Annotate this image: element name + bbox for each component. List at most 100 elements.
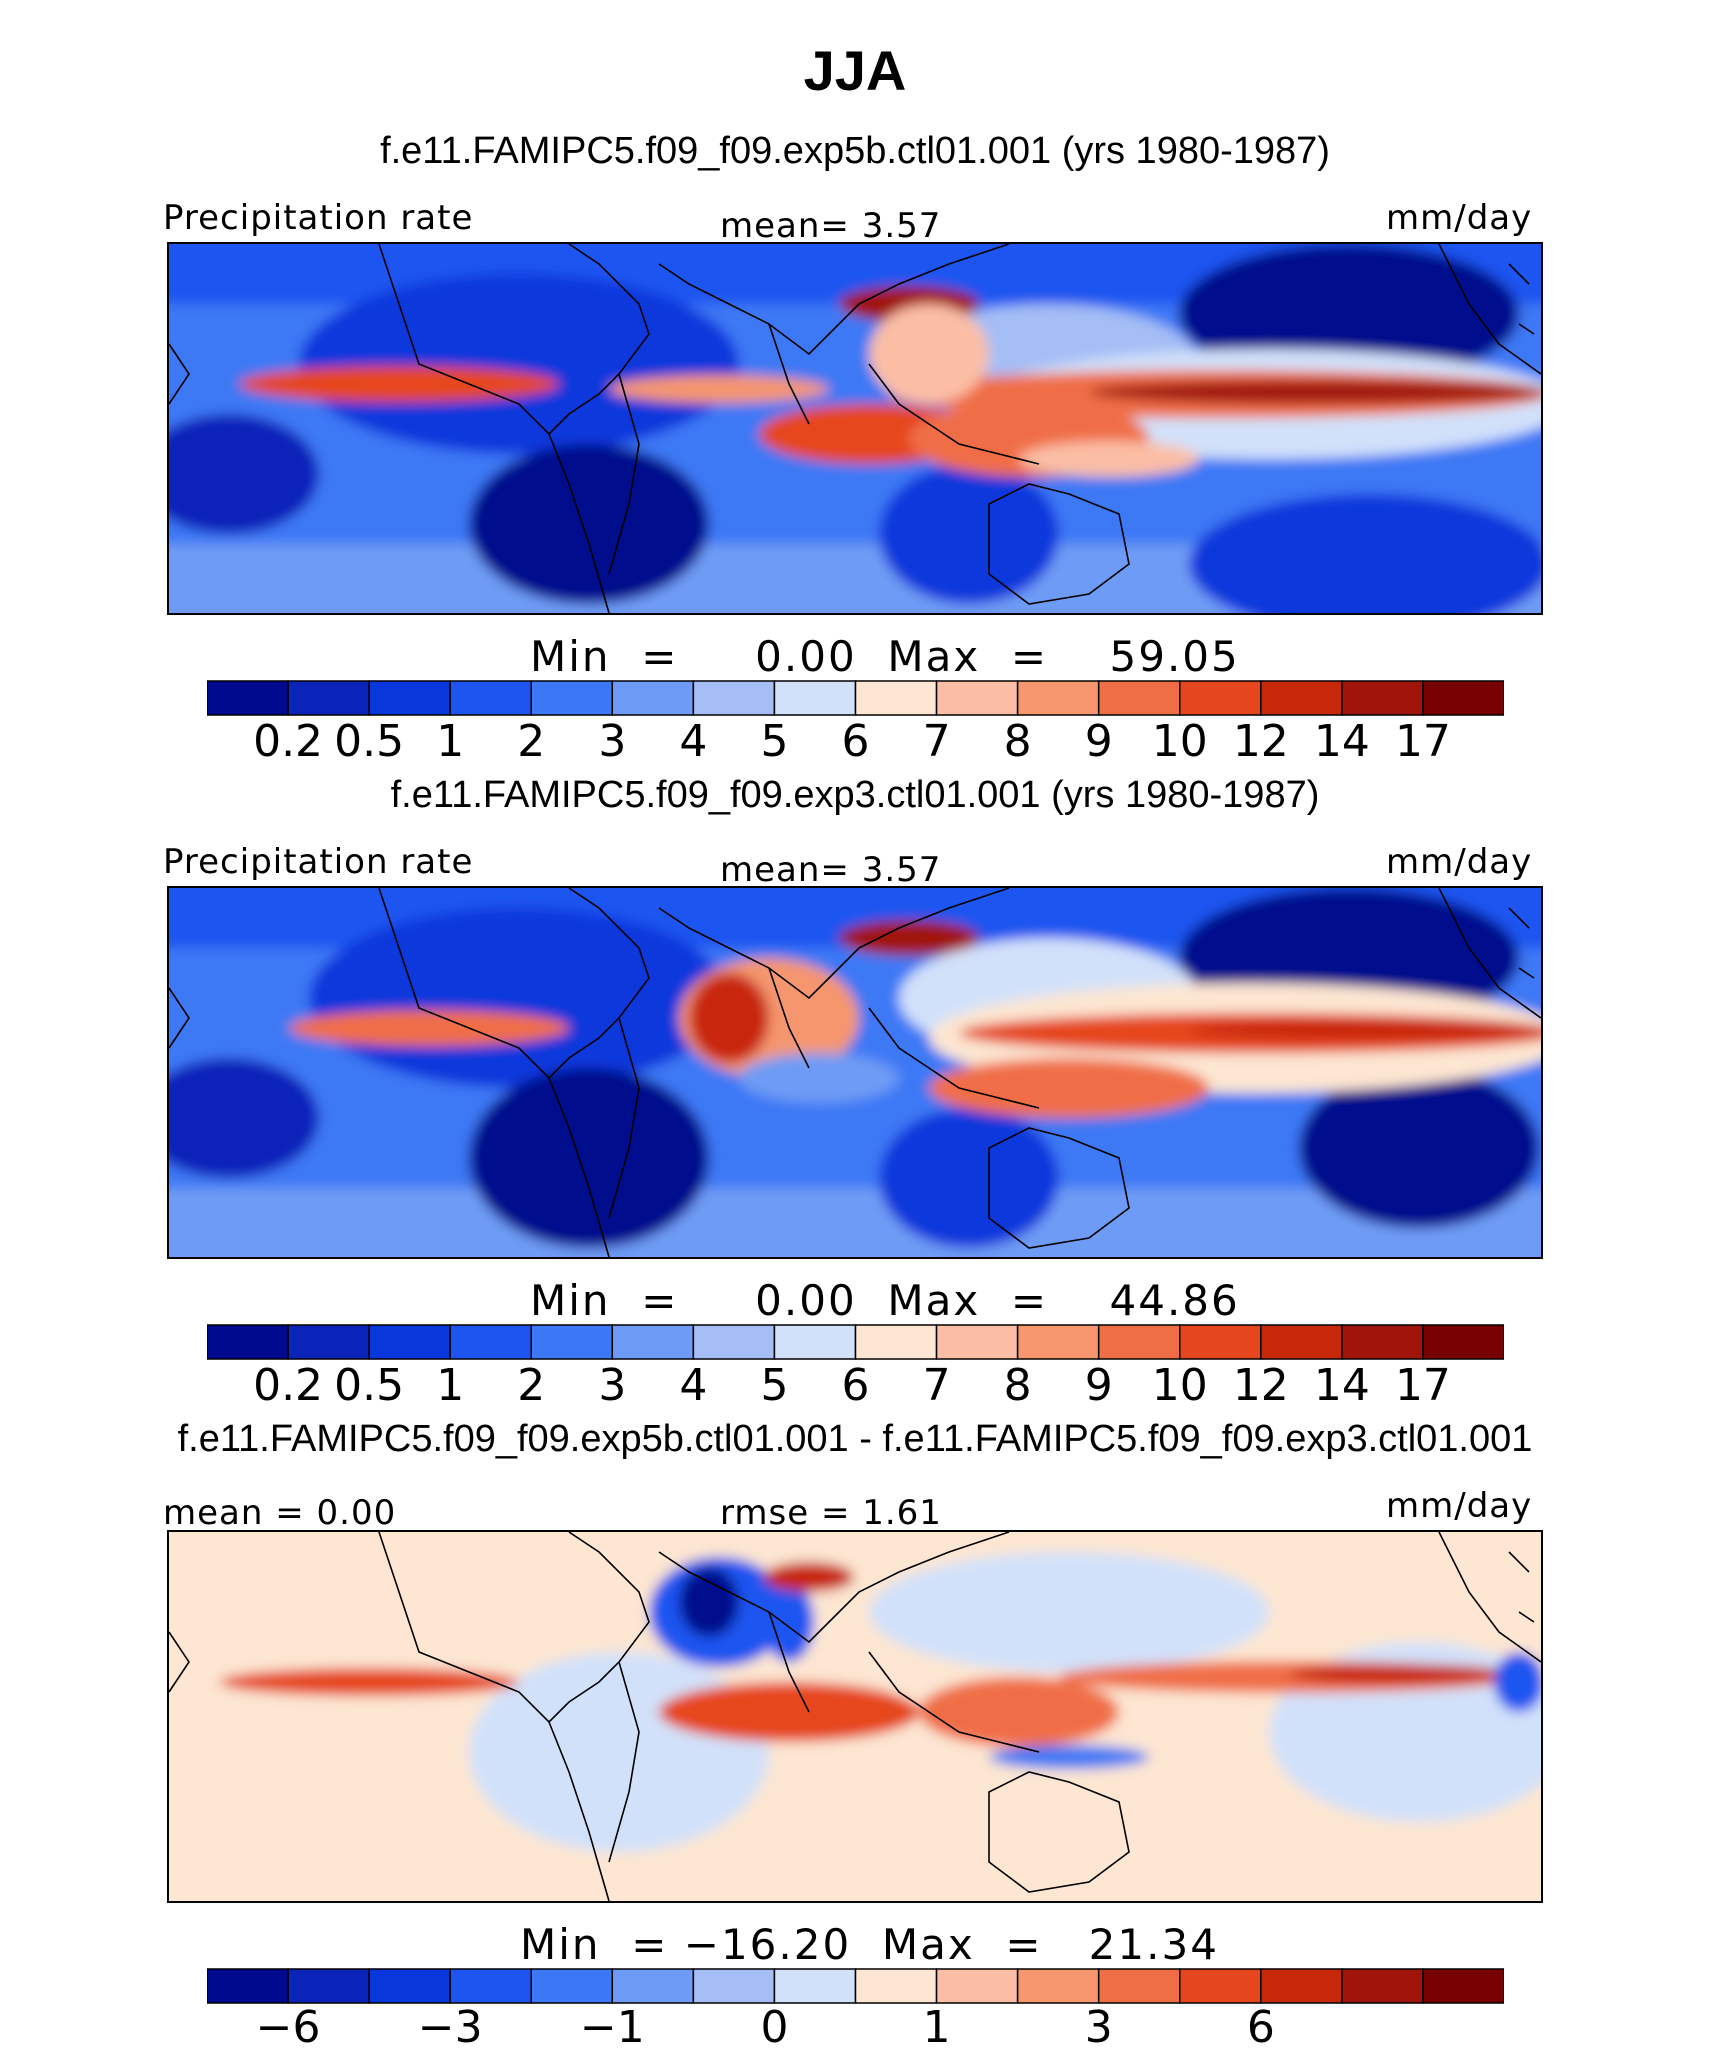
panel3-case-title: f.e11.FAMIPC5.f09_f09.exp5b.ctl01.001 - … xyxy=(177,1418,1533,1460)
panel2-colorbar-ticks: 0.2 0.5 1 2 3 4 5 6 7 8 9 10 12 14 17 xyxy=(207,1360,1504,1411)
colorbar-tick-label: −3 xyxy=(417,2002,483,2053)
panel2-coastlines xyxy=(169,888,1541,1257)
colorbar-tick-label: 0.2 xyxy=(253,1360,324,1411)
colorbar-swatch xyxy=(1341,1968,1424,2004)
colorbar-tick-label: 10 xyxy=(1151,1360,1208,1411)
colorbar-swatch xyxy=(1422,1324,1504,1360)
colorbar-swatch xyxy=(1016,1968,1100,2004)
panel2-case-title: f.e11.FAMIPC5.f09_f09.exp3.ctl01.001 (yr… xyxy=(390,774,1320,816)
colorbar-swatch xyxy=(1097,1968,1181,2004)
colorbar-tick-label: 3 xyxy=(598,1360,627,1411)
panel1-case-title: f.e11.FAMIPC5.f09_f09.exp5b.ctl01.001 (y… xyxy=(380,130,1330,172)
colorbar-swatch xyxy=(1179,1324,1262,1360)
colorbar-swatch xyxy=(692,680,776,716)
colorbar-swatch xyxy=(1260,1324,1343,1360)
colorbar-swatch xyxy=(1016,1324,1100,1360)
panel2-minmax: Min = 0.00 Max = 44.86 xyxy=(530,1276,1240,1325)
colorbar-swatch xyxy=(692,1968,776,2004)
colorbar-swatch xyxy=(773,1324,857,1360)
colorbar-swatch xyxy=(368,1324,451,1360)
colorbar-swatch xyxy=(1341,680,1424,716)
colorbar-swatch xyxy=(1260,1968,1343,2004)
panel1-map xyxy=(167,242,1543,615)
colorbar-swatch xyxy=(935,1968,1019,2004)
colorbar-tick-label: 2 xyxy=(517,716,546,767)
colorbar-tick-label: 0.5 xyxy=(334,716,405,767)
colorbar-swatch xyxy=(1341,1324,1424,1360)
colorbar-tick-label: 6 xyxy=(841,1360,870,1411)
colorbar-swatch xyxy=(449,680,532,716)
colorbar-tick-label: 12 xyxy=(1232,1360,1289,1411)
colorbar-swatch xyxy=(611,1324,695,1360)
colorbar-swatch xyxy=(368,680,451,716)
panel3-units-label: mm/day xyxy=(1386,1486,1533,1526)
colorbar-tick-label: 6 xyxy=(841,716,870,767)
panel1-colorbar xyxy=(207,680,1504,716)
colorbar-swatch xyxy=(207,1324,289,1360)
colorbar-swatch xyxy=(1422,680,1504,716)
panel3-minmax: Min = −16.20 Max = 21.34 xyxy=(520,1920,1219,1969)
colorbar-tick-label: 12 xyxy=(1232,716,1289,767)
panel1-variable-label: Precipitation rate xyxy=(163,198,474,238)
colorbar-tick-label: 3 xyxy=(598,716,627,767)
colorbar-swatch xyxy=(773,680,857,716)
colorbar-tick-label: 5 xyxy=(760,716,789,767)
colorbar-tick-label: 2 xyxy=(517,1360,546,1411)
colorbar-tick-label: −6 xyxy=(255,2002,321,2053)
panel2-map xyxy=(167,886,1543,1259)
colorbar-swatch xyxy=(207,680,289,716)
panel3-mean-label: mean = 0.00 xyxy=(163,1493,397,1533)
colorbar-tick-label: 1 xyxy=(436,716,465,767)
colorbar-tick-label: 17 xyxy=(1394,716,1451,767)
panel1-units-label: mm/day xyxy=(1386,198,1533,238)
colorbar-tick-label: 17 xyxy=(1394,1360,1451,1411)
panel2-mean-label: mean= 3.57 xyxy=(720,850,942,890)
colorbar-swatch xyxy=(287,680,370,716)
panel3-colorbar xyxy=(207,1968,1504,2004)
colorbar-swatch xyxy=(1179,1968,1262,2004)
colorbar-tick-label: 4 xyxy=(679,1360,708,1411)
colorbar-swatch xyxy=(530,1324,614,1360)
colorbar-tick-label: 3 xyxy=(1084,2002,1113,2053)
colorbar-swatch xyxy=(611,1968,695,2004)
colorbar-tick-label: 1 xyxy=(922,2002,951,2053)
colorbar-swatch xyxy=(287,1324,370,1360)
colorbar-swatch xyxy=(854,1968,938,2004)
colorbar-swatch xyxy=(1260,680,1343,716)
main-title: JJA xyxy=(803,39,907,102)
panel1-coastlines xyxy=(169,244,1541,613)
panel2-units-label: mm/day xyxy=(1386,842,1533,882)
colorbar-tick-label: 14 xyxy=(1313,716,1370,767)
colorbar-swatch xyxy=(1097,680,1181,716)
colorbar-tick-label: 7 xyxy=(922,1360,951,1411)
colorbar-swatch xyxy=(207,1968,289,2004)
colorbar-tick-label: 10 xyxy=(1151,716,1208,767)
colorbar-tick-label: 4 xyxy=(679,716,708,767)
colorbar-tick-label: 7 xyxy=(922,716,951,767)
colorbar-tick-label: 8 xyxy=(1003,716,1032,767)
colorbar-swatch xyxy=(1179,680,1262,716)
colorbar-swatch xyxy=(692,1324,776,1360)
panel2-colorbar xyxy=(207,1324,1504,1360)
colorbar-tick-label: 5 xyxy=(760,1360,789,1411)
colorbar-tick-label: 6 xyxy=(1246,2002,1275,2053)
colorbar-swatch xyxy=(1422,1968,1504,2004)
colorbar-swatch xyxy=(530,1968,614,2004)
colorbar-tick-label: 9 xyxy=(1084,716,1113,767)
colorbar-swatch xyxy=(1016,680,1100,716)
colorbar-swatch xyxy=(854,1324,938,1360)
colorbar-swatch xyxy=(449,1968,532,2004)
panel3-rmse-label: rmse = 1.61 xyxy=(720,1493,942,1533)
panel1-field xyxy=(169,244,1541,613)
colorbar-tick-label: 14 xyxy=(1313,1360,1370,1411)
panel3-colorbar-ticks: −6 −3 −1 0 1 3 6 xyxy=(207,2002,1504,2053)
colorbar-swatch xyxy=(935,680,1019,716)
colorbar-tick-label: 0 xyxy=(760,2002,789,2053)
colorbar-tick-label: 0.5 xyxy=(334,1360,405,1411)
panel1-mean-label: mean= 3.57 xyxy=(720,206,942,246)
colorbar-swatch xyxy=(854,680,938,716)
colorbar-swatch xyxy=(1097,1324,1181,1360)
panel1-colorbar-ticks: 0.2 0.5 1 2 3 4 5 6 7 8 9 10 12 14 17 xyxy=(207,716,1504,767)
panel3-field xyxy=(169,1532,1541,1901)
colorbar-swatch xyxy=(611,680,695,716)
